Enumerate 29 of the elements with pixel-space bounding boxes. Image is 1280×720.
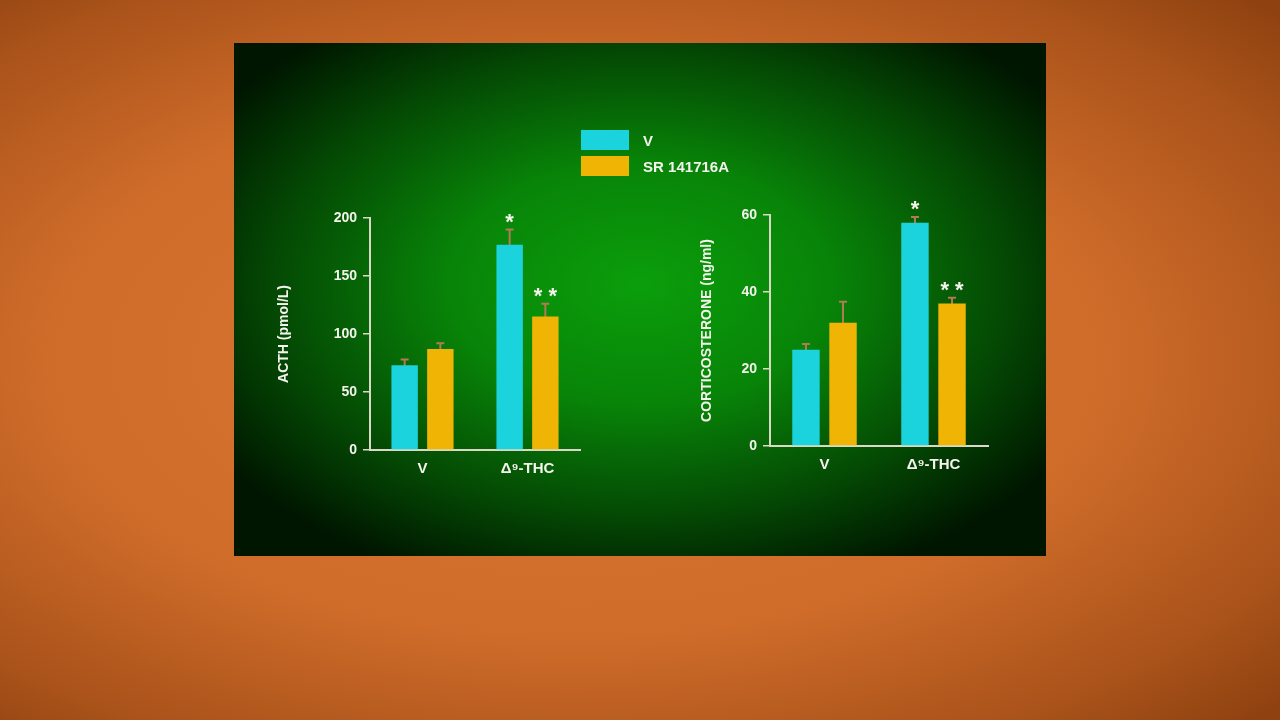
x-tick-label: V bbox=[819, 455, 830, 473]
legend-label: SR 141716A bbox=[643, 157, 729, 175]
y-tick-label: 100 bbox=[333, 324, 358, 341]
bar bbox=[532, 316, 559, 450]
bar bbox=[496, 244, 523, 450]
x-tick-label: Δ⁹-THC bbox=[906, 455, 961, 473]
annotation: * * bbox=[533, 282, 558, 308]
annotation: * * bbox=[940, 276, 965, 302]
y-tick-label: 50 bbox=[341, 382, 358, 399]
y-axis-title: CORTICOSTERONE (ng/ml) bbox=[698, 239, 715, 422]
bar bbox=[938, 303, 966, 446]
y-tick-label: 200 bbox=[333, 208, 358, 225]
bar bbox=[391, 365, 418, 450]
annotation: * bbox=[505, 208, 515, 234]
y-tick-label: 60 bbox=[741, 205, 758, 222]
x-tick-label: V bbox=[417, 459, 428, 477]
y-tick-label: 0 bbox=[349, 440, 358, 457]
legend-label: V bbox=[643, 131, 654, 149]
bar bbox=[829, 322, 857, 446]
x-tick-label: Δ⁹-THC bbox=[500, 459, 555, 477]
bar bbox=[792, 349, 820, 446]
y-tick-label: 40 bbox=[741, 282, 758, 299]
y-axis-title: ACTH (pmol/L) bbox=[275, 285, 292, 383]
annotation: * bbox=[910, 195, 920, 221]
y-tick-label: 0 bbox=[749, 436, 758, 453]
y-tick-label: 150 bbox=[333, 266, 358, 283]
bar bbox=[901, 222, 929, 446]
y-tick-label: 20 bbox=[741, 359, 758, 376]
bar bbox=[427, 349, 454, 450]
